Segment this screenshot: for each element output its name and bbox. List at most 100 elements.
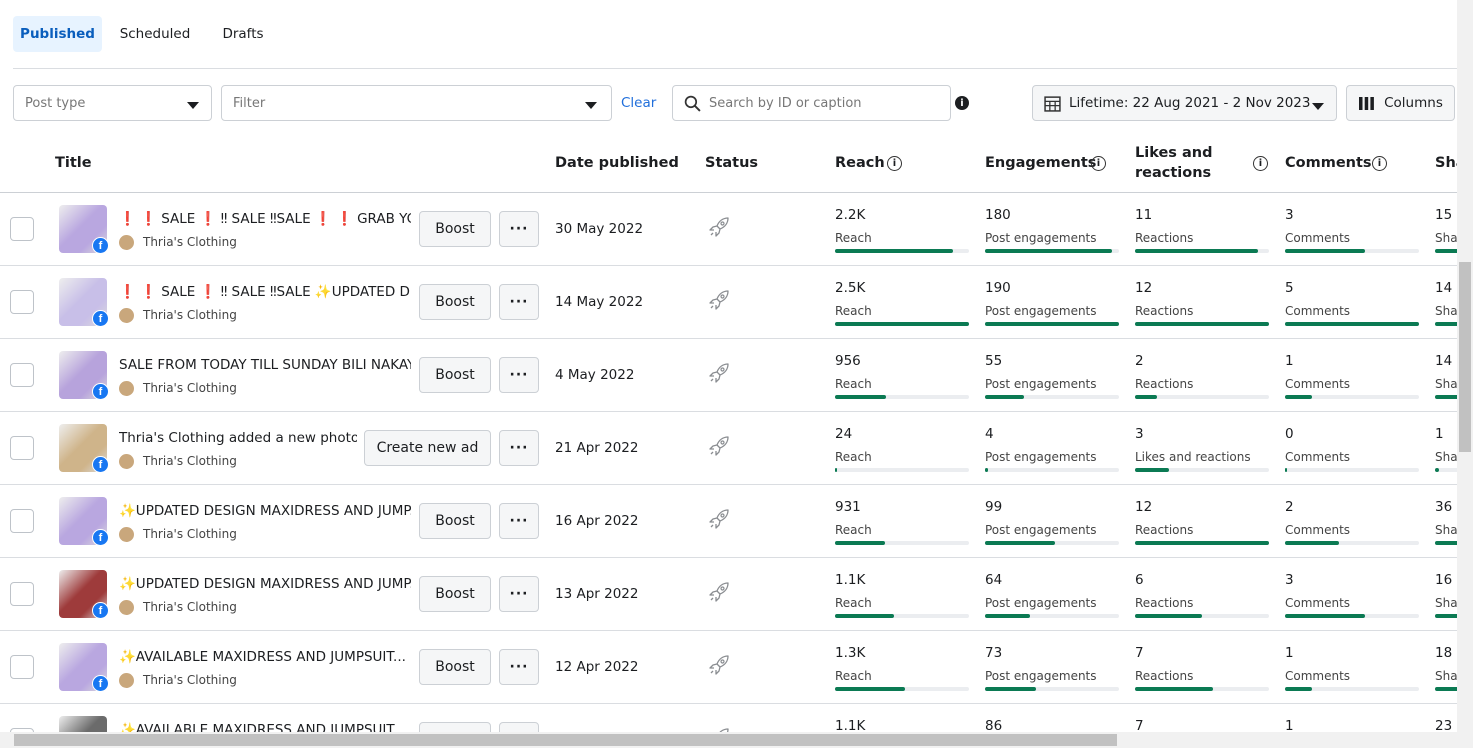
more-button[interactable]: ··· (499, 357, 539, 393)
row-border (0, 484, 1457, 485)
v-scrollbar[interactable] (1457, 0, 1473, 748)
tab[interactable]: Published (13, 16, 102, 52)
metric-caption: Reach (835, 669, 872, 683)
metric-value: 14 (1435, 280, 1453, 296)
post-title[interactable]: ✨UPDATED DESIGN MAXIDRESS AND JUMP... (119, 576, 411, 592)
metric-track (1135, 614, 1269, 618)
action-button[interactable]: Boost (419, 503, 491, 539)
post-title[interactable]: ✨AVAILABLE MAXIDRESS AND JUMPSUIT... (119, 649, 406, 665)
column-header[interactable]: Engagements (985, 155, 1097, 171)
metric-value: 2 (1285, 499, 1294, 515)
date-range-button[interactable]: Lifetime: 22 Aug 2021 - 2 Nov 2023 (1032, 85, 1337, 121)
metric-bar (1135, 687, 1214, 691)
metric-caption: Post engagements (985, 523, 1097, 537)
column-header[interactable]: Comments (1285, 155, 1372, 171)
row-checkbox[interactable] (10, 728, 34, 732)
more-button[interactable]: ··· (499, 430, 539, 466)
post-title[interactable]: Thria's Clothing added a new photo. (119, 430, 357, 446)
row-border (0, 338, 1457, 339)
more-button[interactable]: ··· (499, 722, 539, 732)
metric-value: 12 (1135, 280, 1153, 296)
date-published: 12 Apr 2022 (555, 659, 639, 675)
metric-value: 1.1K (835, 572, 866, 588)
post-title[interactable]: ✨UPDATED DESIGN MAXIDRESS AND JUMP... (119, 503, 411, 519)
v-scroll-thumb[interactable] (1459, 262, 1471, 452)
icon (1359, 97, 1374, 110)
more-button[interactable]: ··· (499, 649, 539, 685)
metric-value: 2 (1135, 353, 1144, 369)
page-avatar (119, 454, 134, 469)
action-button[interactable]: Boost (419, 211, 491, 247)
column-header[interactable]: Reach (835, 155, 885, 171)
rocket (709, 363, 729, 383)
metric-value: 1 (1435, 426, 1444, 442)
more-button[interactable]: ··· (499, 576, 539, 612)
post-title[interactable]: ❗ ❗ SALE ❗ ‼ SALE ‼SALE ❗ ❗ GRAB YOU... (119, 211, 411, 227)
caret (585, 102, 597, 109)
action-button[interactable]: Boost (419, 284, 491, 320)
h-scroll-thumb[interactable] (14, 734, 1117, 746)
metric-value: 0 (1285, 426, 1294, 442)
post-type-select[interactable]: Post type (13, 85, 212, 121)
metric-caption: Shares (1435, 231, 1457, 245)
row-checkbox[interactable] (10, 217, 34, 241)
post-title[interactable]: ❗ ❗ SALE ❗ ‼ SALE ‼SALE ✨UPDATED DE... (119, 284, 411, 300)
caret (1312, 99, 1324, 110)
more-button[interactable]: ··· (499, 284, 539, 320)
column-header[interactable]: Date published (555, 155, 679, 171)
metric-track (985, 395, 1119, 399)
metric-bar (985, 468, 988, 472)
column-header[interactable]: Shares (1435, 155, 1457, 171)
metric-bar (1435, 395, 1457, 399)
h-scrollbar[interactable] (0, 732, 1457, 748)
metric-value: 190 (985, 280, 1011, 296)
metric-caption: Reactions (1135, 669, 1194, 683)
page-avatar (119, 673, 134, 688)
page-name: Thria's Clothing (143, 454, 237, 468)
columns-button[interactable]: Columns (1346, 85, 1455, 121)
row-checkbox[interactable] (10, 655, 34, 679)
metric-bar (1285, 541, 1339, 545)
search-box[interactable]: Search by ID or caption (672, 85, 951, 121)
date-published: 16 Apr 2022 (555, 513, 639, 529)
column-header[interactable]: Status (705, 155, 759, 171)
metric-value: 55 (985, 353, 1003, 369)
metric-bar (1435, 614, 1457, 618)
action-button[interactable]: Boost (419, 357, 491, 393)
clear-link[interactable]: Clear (621, 95, 657, 111)
action-button[interactable]: Boost (419, 722, 491, 732)
metric-bar (1435, 322, 1457, 326)
row-checkbox[interactable] (10, 290, 34, 314)
status-icon (708, 508, 730, 530)
metric-bar (835, 614, 894, 618)
metric-bar (1135, 468, 1169, 472)
tab[interactable]: Scheduled (119, 26, 191, 42)
metric-track (1135, 395, 1269, 399)
action-button[interactable]: Boost (419, 649, 491, 685)
metric-value: 23 (1435, 718, 1453, 732)
post-title[interactable]: ✨AVAILABLE MAXIDRESS AND JUMPSUIT... (119, 722, 406, 732)
metric-track (985, 614, 1119, 618)
column-header[interactable]: Title (55, 155, 92, 171)
post-title[interactable]: SALE FROM TODAY TILL SUNDAY BILI NAKAY..… (119, 357, 411, 373)
row-border (0, 411, 1457, 412)
filter-select[interactable]: Filter (221, 85, 612, 121)
action-button[interactable]: Boost (419, 576, 491, 612)
more-button[interactable]: ··· (499, 503, 539, 539)
metric-value: 1.3K (835, 645, 866, 661)
row-checkbox[interactable] (10, 509, 34, 533)
row-checkbox[interactable] (10, 363, 34, 387)
metric-bar (1285, 614, 1366, 618)
more-button[interactable]: ··· (499, 211, 539, 247)
action-button[interactable]: Create new ad (364, 430, 491, 466)
metric-value: 36 (1435, 499, 1453, 515)
metric-track (1285, 468, 1419, 472)
header-border (0, 192, 1457, 193)
column-header[interactable]: Likes and reactions (1135, 145, 1213, 181)
search-icon (684, 95, 701, 112)
tab[interactable]: Drafts (222, 26, 264, 42)
row-checkbox[interactable] (10, 436, 34, 460)
row-checkbox[interactable] (10, 582, 34, 606)
facebook-badge: f (92, 602, 109, 619)
post-thumbnail[interactable] (59, 716, 107, 732)
